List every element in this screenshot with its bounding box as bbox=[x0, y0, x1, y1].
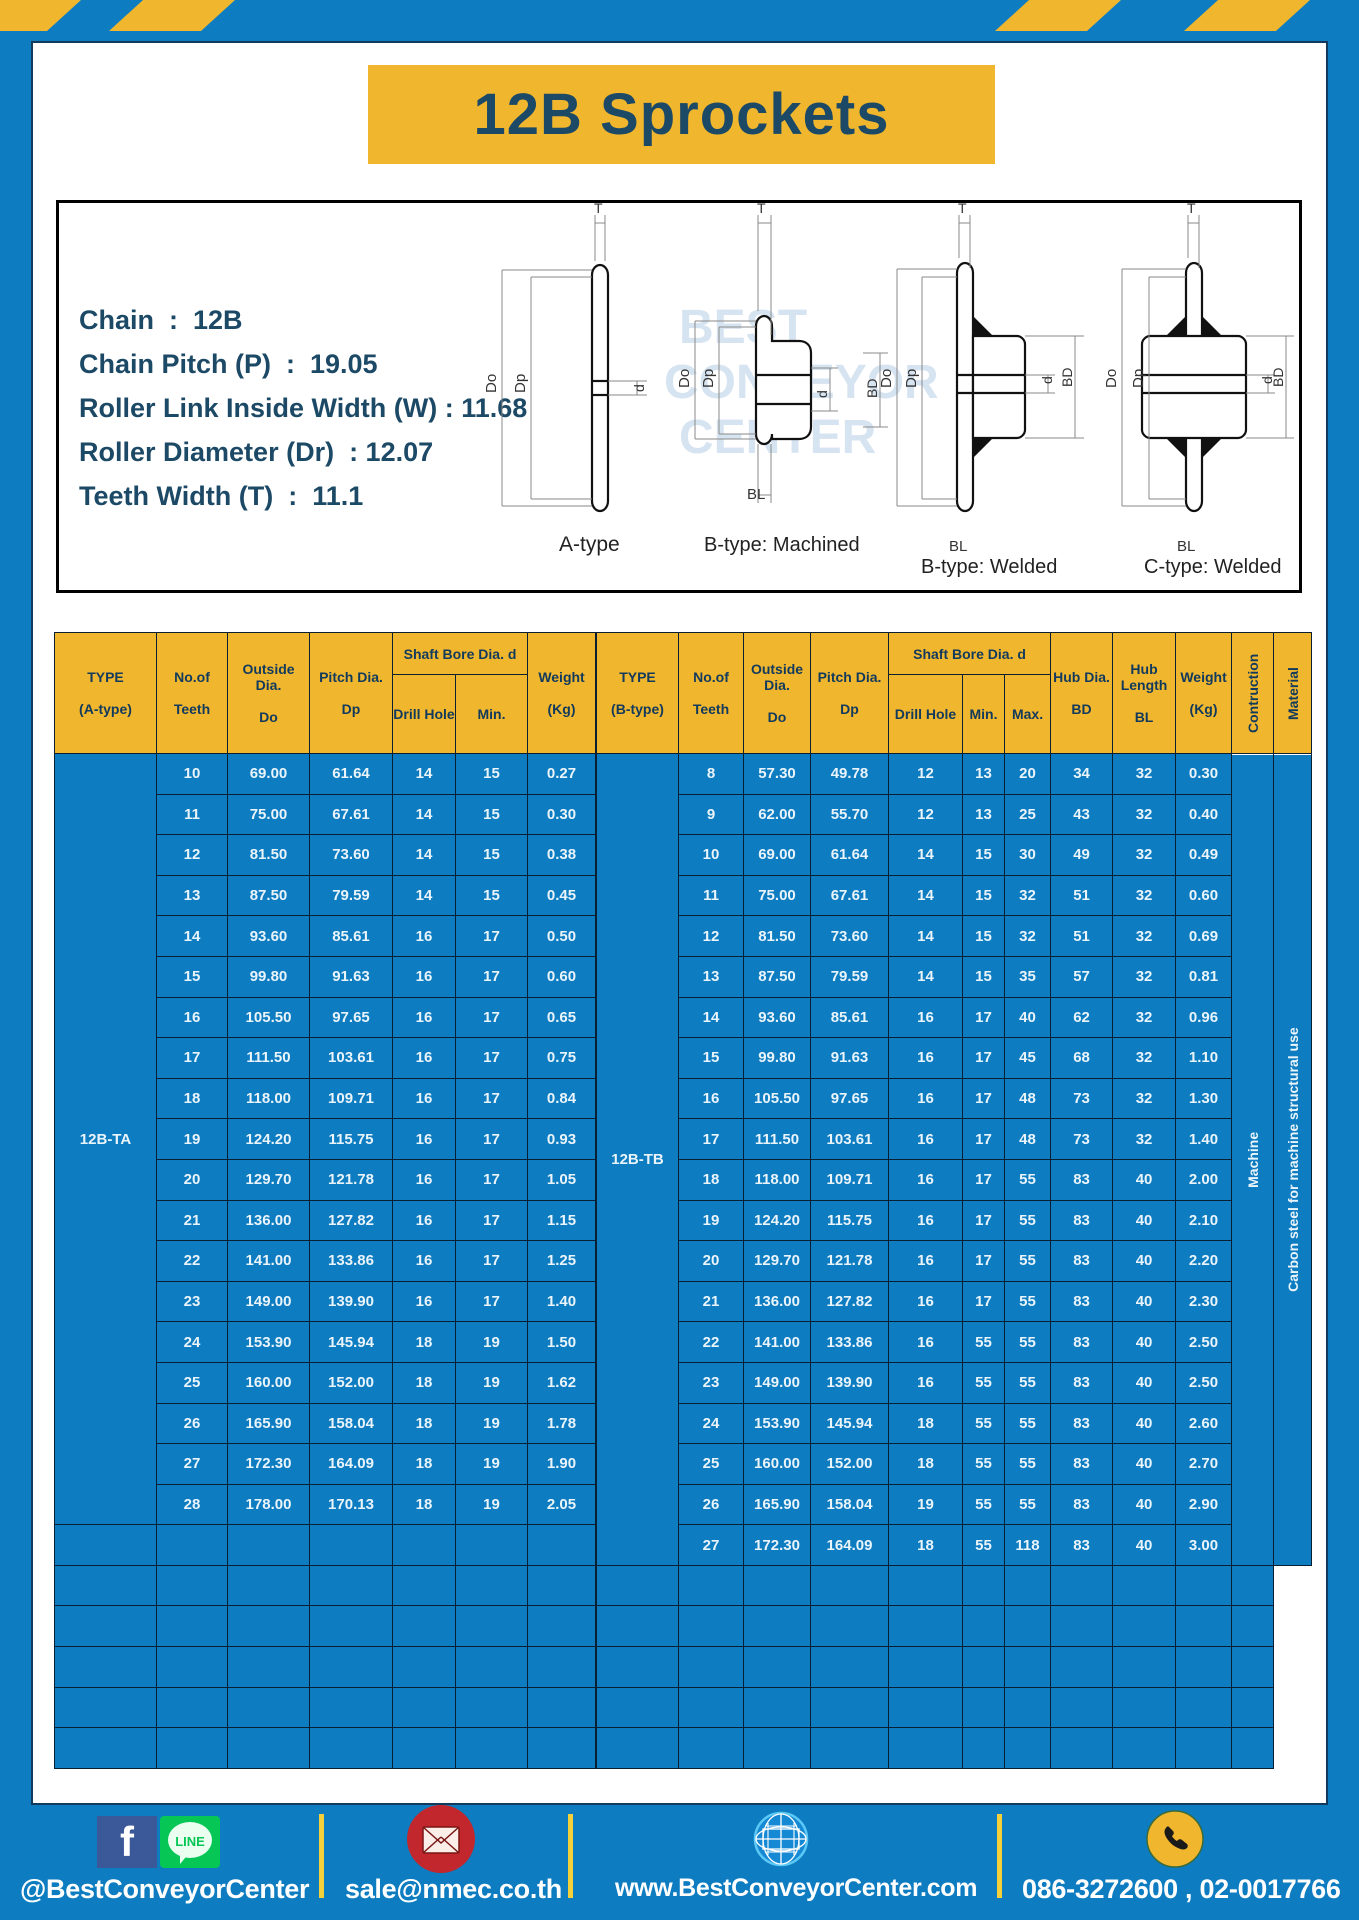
svg-text:T: T bbox=[757, 203, 766, 216]
svg-text:B-type: Machined: B-type: Machined bbox=[704, 534, 860, 556]
svg-text:BD: BD bbox=[1270, 368, 1286, 387]
svg-text:T: T bbox=[958, 203, 967, 216]
svg-text:Dp: Dp bbox=[700, 369, 717, 388]
svg-text:Dp: Dp bbox=[903, 369, 920, 388]
svg-text:Do: Do bbox=[878, 369, 895, 388]
svg-text:C-type: Welded: C-type: Welded bbox=[1144, 556, 1281, 578]
svg-text:Do: Do bbox=[483, 374, 500, 393]
svg-text:LINE: LINE bbox=[175, 1834, 205, 1849]
svg-text:d: d bbox=[1039, 376, 1055, 384]
svg-text:Dp: Dp bbox=[1130, 369, 1147, 388]
svg-text:BL: BL bbox=[1177, 538, 1195, 555]
svg-text:T: T bbox=[594, 203, 603, 216]
svg-text:T: T bbox=[1187, 203, 1196, 216]
svg-text:B-type: Welded: B-type: Welded bbox=[921, 556, 1057, 578]
svg-text:BL: BL bbox=[747, 486, 765, 503]
svg-text:A-type: A-type bbox=[559, 533, 620, 556]
svg-text:Do: Do bbox=[676, 369, 693, 388]
svg-text:BD: BD bbox=[1059, 368, 1075, 387]
svg-text:d: d bbox=[814, 390, 830, 398]
svg-text:Do: Do bbox=[1103, 369, 1120, 388]
svg-text:f: f bbox=[120, 1818, 135, 1865]
svg-text:d: d bbox=[631, 384, 647, 392]
svg-text:Dp: Dp bbox=[512, 374, 529, 393]
svg-text:BL: BL bbox=[949, 538, 967, 555]
